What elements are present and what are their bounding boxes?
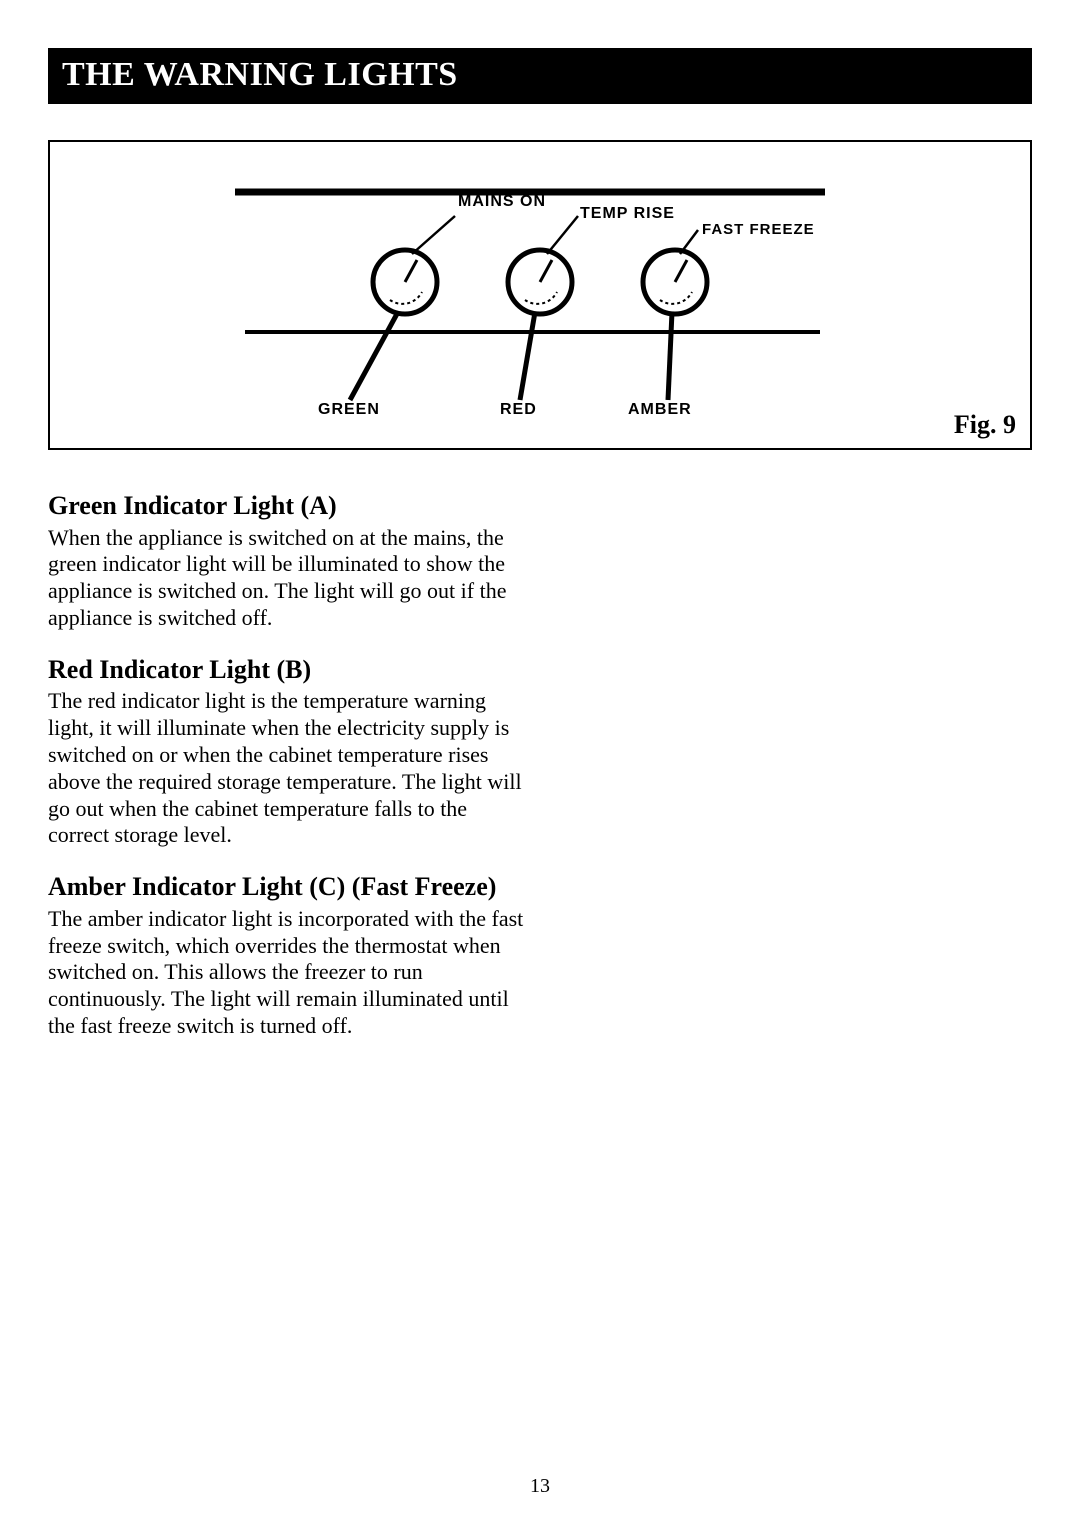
label-fast-freeze: FAST FREEZE (702, 221, 815, 238)
light-red (508, 250, 572, 314)
section-green: Green Indicator Light (A) When the appli… (48, 490, 530, 632)
leader-mains-on (412, 216, 455, 254)
light-amber (643, 250, 707, 314)
figure-caption: Fig. 9 (954, 410, 1016, 440)
leader-fast-freeze (680, 230, 698, 254)
section-heading: Green Indicator Light (A) (48, 490, 530, 523)
section-body: When the appliance is switched on at the… (48, 525, 530, 632)
stem-green (350, 312, 398, 400)
title-bar: THE WARNING LIGHTS (48, 48, 1032, 104)
stem-amber (668, 312, 672, 400)
leader-temp-rise (547, 216, 578, 254)
label-amber: AMBER (628, 401, 692, 418)
label-temp-rise: TEMP RISE (580, 205, 675, 222)
light-green (373, 250, 437, 314)
content-column: Green Indicator Light (A) When the appli… (48, 490, 540, 1040)
warning-lights-diagram: MAINS ON TEMP RISE FAST FREEZE GREEN RED… (50, 142, 1030, 448)
label-red: RED (500, 401, 537, 418)
page-title: THE WARNING LIGHTS (62, 56, 458, 93)
label-green: GREEN (318, 401, 380, 418)
page-number: 13 (0, 1475, 1080, 1498)
section-red: Red Indicator Light (B) The red indicato… (48, 654, 530, 849)
section-heading: Amber Indicator Light (C) (Fast Freeze) (48, 871, 530, 904)
section-amber: Amber Indicator Light (C) (Fast Freeze) … (48, 871, 530, 1040)
label-mains-on: MAINS ON (458, 193, 546, 210)
section-heading: Red Indicator Light (B) (48, 654, 530, 687)
section-body: The amber indicator light is incorporate… (48, 906, 530, 1040)
figure-box: MAINS ON TEMP RISE FAST FREEZE GREEN RED… (48, 140, 1032, 450)
page: THE WARNING LIGHTS (0, 0, 1080, 1526)
stem-red (520, 312, 535, 400)
section-body: The red indicator light is the temperatu… (48, 688, 530, 849)
